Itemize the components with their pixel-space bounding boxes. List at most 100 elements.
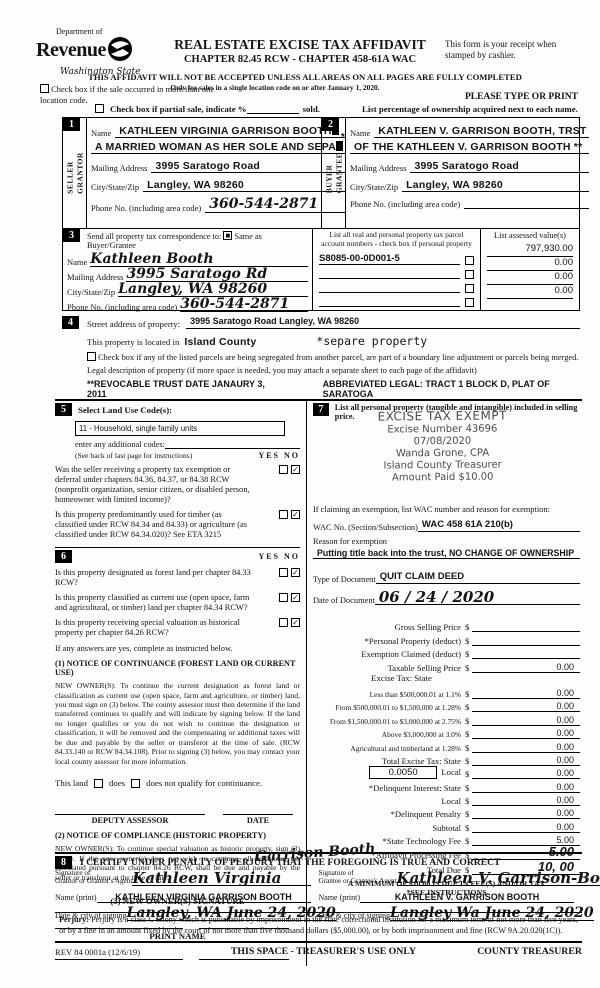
seller-name-field[interactable]: KATHLEEN VIRGINIA GARRISON BOOTH — [115, 125, 345, 138]
delinquent-interest-state-field[interactable]: 0.00 — [472, 782, 580, 793]
corr-mailing-label: Mailing Address — [67, 272, 124, 282]
tier3-field[interactable]: 0.00 — [472, 715, 580, 726]
q2-yes-checkbox[interactable] — [279, 510, 288, 520]
corr-name-field[interactable]: Kathleen Booth — [90, 252, 308, 267]
seller-mailing-label: Mailing Address — [91, 163, 148, 173]
subtotal-field[interactable]: 0.00 — [472, 822, 580, 833]
segregated-checkbox[interactable] — [87, 352, 96, 361]
personal-property-checkbox-2[interactable] — [465, 270, 474, 280]
parcel-number-field[interactable] — [319, 306, 460, 308]
type-of-document-field[interactable]: QUIT CLAIM DEED — [375, 571, 580, 584]
tax-row-label: *Personal Property (deduct) — [364, 635, 461, 646]
single-location-note: Only for sales in a single location code… — [170, 83, 380, 92]
delinquent-interest-local-field[interactable]: 0.00 — [472, 795, 580, 807]
additional-codes-field[interactable] — [165, 439, 300, 449]
logo-state-line: Washington State — [60, 67, 141, 77]
buyer-city-field[interactable]: Langley, WA 98260 — [402, 179, 589, 192]
seller-name-field-2[interactable]: A MARRIED WOMAN AS HER SOLE AND SEPA * — [91, 132, 345, 154]
affidavit-processing-fee-field[interactable]: 5.00 — [472, 844, 580, 860]
county-field[interactable]: Island County — [184, 336, 257, 348]
buyer-name-field[interactable]: KATHLEEN V. GARRISON BOOTH, TRST — [374, 125, 589, 138]
personal-property-deduct-field[interactable] — [472, 644, 580, 646]
parcel-number-field[interactable] — [319, 278, 460, 280]
legal-description-value[interactable]: **REVOCABLE TRUST DATE JANAURY 3, 2011 — [87, 379, 265, 399]
claiming-exemption-note: If claiming an exemption, list WAC numbe… — [313, 505, 550, 514]
does-qualify-checkbox[interactable] — [93, 778, 103, 788]
q-forest-no[interactable]: ✓ — [291, 567, 300, 577]
grantor-signature-field[interactable]: Kathleen Virginia — [132, 870, 311, 886]
q1-yes-checkbox[interactable] — [279, 465, 288, 474]
wac-number-field[interactable]: WAC 458 61A 210(b) — [417, 519, 580, 532]
owner-signature-line-2[interactable] — [199, 928, 289, 930]
seller-mailing-field[interactable]: 3995 Saratogo Road — [151, 160, 345, 173]
date-of-document-field[interactable]: 06 / 24 / 2020 — [374, 590, 580, 605]
local-rate-box[interactable]: 0.0050 — [369, 766, 438, 780]
partial-sale-percent-field[interactable] — [246, 104, 299, 114]
sold-label: sold. — [302, 104, 320, 114]
seller-section: 1 SELLER GRANTOR Name KATHLEEN VIRGINIA G… — [63, 118, 345, 228]
state-technology-fee-field[interactable]: 5.00 — [472, 835, 580, 847]
grantee-signature-field[interactable]: Kathleen V. Garrison-Booth — [396, 870, 600, 886]
q1-no-checkbox[interactable]: ✓ — [291, 465, 300, 474]
corr-name-label: Name — [67, 257, 88, 267]
seller-city-field[interactable]: Langley, WA 98260 — [143, 179, 345, 192]
q-forest-yes[interactable] — [279, 567, 288, 577]
q-currentuse-yes[interactable] — [279, 592, 288, 602]
multi-location-checkbox[interactable] — [40, 84, 49, 93]
buyer-name-field-2[interactable]: OF THE KATHLEEN V. GARRISON BOOTH ** — [350, 141, 589, 154]
parcel-number-field[interactable] — [319, 292, 460, 294]
buyer-phone-field[interactable] — [464, 196, 589, 209]
personal-property-checkbox-3[interactable] — [465, 284, 474, 294]
total-excise-state-field[interactable]: 0.00 — [472, 755, 580, 766]
buyer-mailing-field[interactable]: 3995 Saratogo Road — [410, 160, 589, 173]
treasurer-stamp: EXCISE TAX EXEMPT Excise Number 43696 07… — [335, 408, 551, 485]
wac-label: WAC No. (Section/Subsection) — [313, 523, 418, 532]
personal-property-checkbox-1[interactable] — [465, 256, 474, 266]
grantor-date-city-label: Date & city of signing — [55, 911, 127, 921]
print-name-line-2[interactable] — [199, 959, 289, 961]
same-as-buyer-checkbox[interactable]: ■ — [223, 231, 233, 240]
delinquent-penalty-field[interactable]: 0.00 — [472, 808, 580, 820]
grantor-name-print-field[interactable]: KATHLEEN VIRGINIA GARRISON BOOTH — [96, 892, 311, 903]
corr-city-field[interactable]: Langley, WA 98260 — [118, 282, 308, 297]
tier4-field[interactable]: 0.00 — [472, 728, 580, 740]
gross-selling-price-field[interactable] — [472, 631, 580, 633]
corr-phone-field[interactable]: 360-544-2871 — [180, 297, 308, 312]
q-historic-no[interactable]: ✓ — [291, 617, 300, 627]
tier1-field[interactable]: 0.00 — [472, 688, 580, 699]
grantee-name-print-field[interactable]: KATHLEEN V. GARRISON BOOTH — [360, 892, 574, 903]
new-owner-signature-title: (3) NEW OWNER(S) SIGNATURE — [110, 896, 245, 907]
partial-sale-checkbox[interactable] — [95, 104, 104, 113]
additional-codes-label: enter any additional codes: — [75, 440, 165, 449]
compliance-body: NEW OWNER(S): To continue special valuat… — [55, 844, 300, 882]
certification-section: 8 I CERTIFY UNDER PENALTY OF PERJURY THA… — [55, 852, 600, 921]
owner-signature-line-1[interactable] — [55, 928, 183, 930]
q-historic-yes[interactable] — [279, 617, 288, 627]
land-use-code-select[interactable]: 11 - Household, single family units — [75, 421, 285, 436]
agricultural-field[interactable]: 0.00 — [472, 742, 580, 753]
tier2-field[interactable]: 0.00 — [472, 701, 580, 713]
street-address-field[interactable]: 3995 Saratogo Road Langley, WA 98260 — [186, 316, 580, 329]
corr-mailing-field[interactable]: 3995 Saratogo Rd — [126, 267, 308, 282]
exemption-claimed-field[interactable] — [472, 658, 580, 660]
print-name-line-1[interactable] — [55, 959, 183, 961]
question-exemption-deferral: Was the seller receiving a property tax … — [55, 465, 250, 505]
local-label: Local — [441, 767, 461, 778]
q2-no-checkbox[interactable]: ✓ — [291, 510, 300, 520]
does-not-qualify-checkbox[interactable] — [131, 778, 141, 788]
deputy-assessor-line[interactable]: DEPUTY ASSESSOR — [55, 814, 205, 825]
local-tax-field[interactable]: 0.00 — [472, 768, 580, 780]
continuance-title: (1) NOTICE OF CONTINUANCE (FOREST LAND O… — [55, 659, 296, 678]
assessed-value: 0.00 — [487, 257, 573, 271]
asterisk-mark: * — [340, 132, 345, 143]
parcel-number-field[interactable]: S8085-00-0D001-5 — [319, 253, 460, 266]
seller-phone-field[interactable]: 360-544-2871 — [205, 196, 345, 213]
date-line[interactable]: DATE — [223, 814, 293, 825]
total-due-field[interactable]: 10, 00 — [472, 859, 580, 875]
question-forest-land: Is this property designated as forest la… — [55, 567, 251, 587]
tax-row-label: Total Due — [426, 864, 461, 875]
q-currentuse-no[interactable]: ✓ — [291, 592, 300, 602]
reason-exemption-field[interactable]: Putting title back into the trust, NO CH… — [313, 548, 580, 559]
taxable-selling-price-field[interactable]: 0.00 — [472, 662, 580, 673]
personal-property-checkbox-4[interactable] — [465, 298, 474, 308]
